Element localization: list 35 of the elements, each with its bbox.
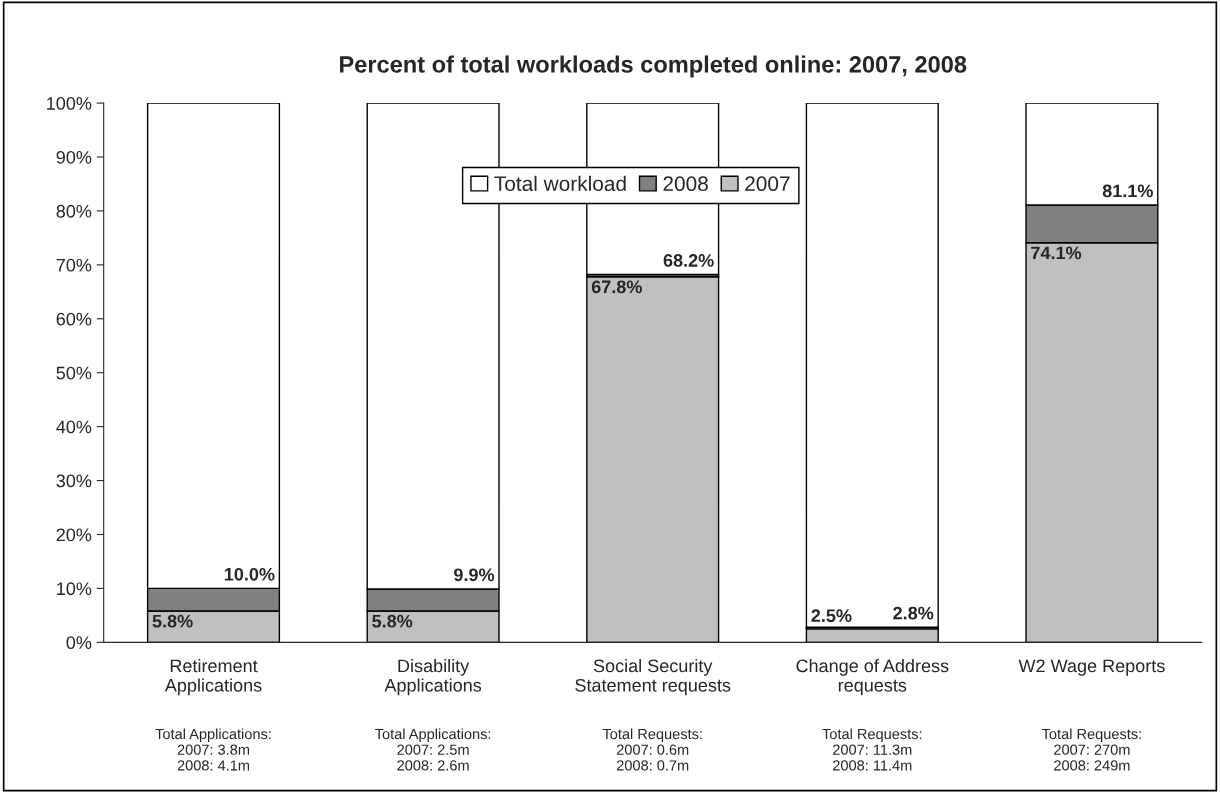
x-tick-label: W2 Wage Reports (1018, 659, 1165, 676)
annotation: 2.8% (893, 606, 934, 620)
y-tick-label: 100% (47, 97, 92, 110)
chart-title: Percent of total workloads completed online: 2007, 2008 (340, 55, 967, 78)
y-tick-label: 40% (56, 420, 92, 434)
x-tick-label: Retirement Applications (164, 659, 262, 696)
data-label: 74.1% (1031, 246, 1082, 260)
annotation: 68.2% (663, 254, 714, 267)
data-label: 5.8% (372, 614, 413, 628)
y-tick-label: 50% (56, 366, 92, 380)
annotation: 9.9% (454, 568, 495, 582)
y-tick-label: 0% (66, 636, 92, 650)
text: Total Requests: 2007: 270m 2008: 249m (1041, 728, 1141, 771)
legend-label: 2008 (663, 176, 708, 192)
y-tick-label: 60% (56, 312, 92, 326)
text: Total Requests: 2007: 0.6m 2008: 0.7m (602, 728, 702, 771)
data-label: 67.8% (591, 280, 642, 294)
legend-label: 2007 (745, 176, 790, 192)
text: Total Requests: 2007: 11.3m 2008: 11.4m (822, 728, 922, 771)
data-label: 2.5% (811, 609, 852, 623)
x-tick-label: Social Security Statement requests (575, 659, 731, 696)
y-tick-label: 80% (56, 204, 92, 218)
annotation: 81.1% (1102, 184, 1153, 198)
x-tick-label: Change of Address requests (796, 659, 949, 696)
text: Total Applications: 2007: 2.5m 2008: 2.6m (375, 728, 491, 771)
y-tick-label: 30% (56, 474, 92, 488)
legend-label: Total workload (494, 175, 626, 192)
y-tick-label: 70% (56, 258, 92, 272)
annotation: 10.0% (224, 567, 275, 581)
x-tick-label: Disability Applications (384, 659, 482, 696)
y-tick-label: 90% (56, 150, 92, 164)
text: Total Applications: 2007: 3.8m 2008: 4.1m (155, 728, 271, 771)
y-tick-label: 20% (56, 528, 92, 542)
data-label: 5.8% (152, 614, 193, 628)
y-tick-label: 10% (57, 582, 92, 596)
